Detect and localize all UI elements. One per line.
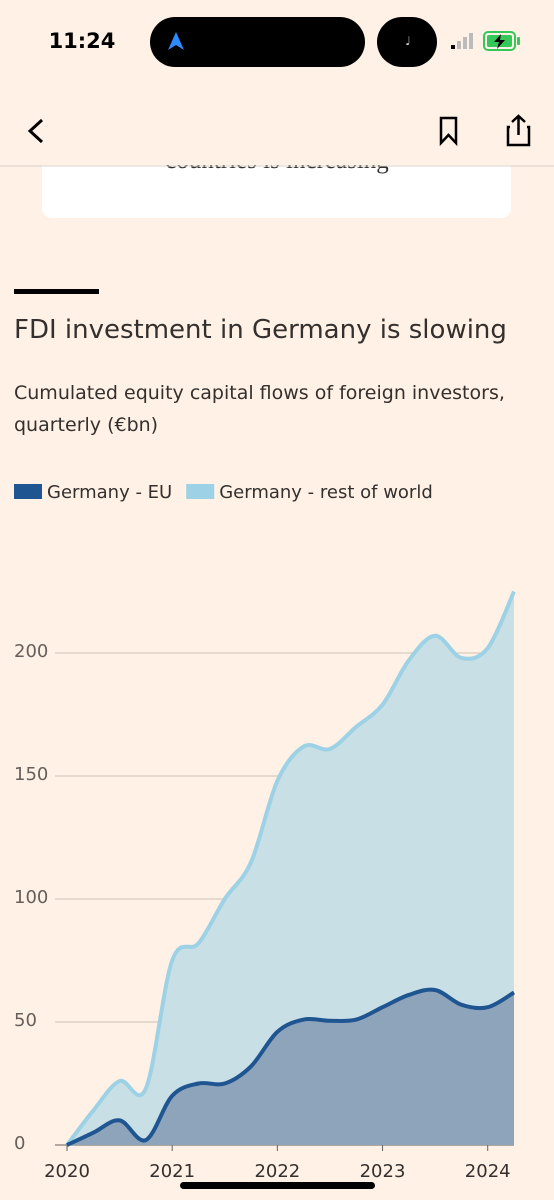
area [67, 989, 514, 1145]
y-tick-label: 150 [14, 764, 48, 785]
music-pill [377, 17, 437, 67]
battery [483, 31, 520, 51]
music-icon: ♩ [405, 34, 411, 48]
legend: Germany - EU Germany - rest of world [14, 482, 433, 503]
y-tick-label: 0 [14, 1133, 25, 1154]
x-tick-label: 2023 [360, 1161, 406, 1182]
y-tick-label: 50 [14, 1010, 37, 1031]
legend-swatch [186, 484, 215, 499]
dynamic-island [150, 17, 365, 67]
y-tick-label: 100 [14, 887, 48, 908]
bookmark-button[interactable] [439, 116, 458, 147]
legend-label: Germany - rest of world [219, 482, 433, 503]
back-button[interactable] [27, 118, 44, 144]
legend-swatch [14, 484, 42, 499]
share-button[interactable] [506, 114, 531, 147]
signal [451, 33, 473, 49]
x-tick-label: 2021 [149, 1161, 195, 1182]
line [65, 590, 516, 1147]
legend-label: Germany - EU [47, 482, 172, 503]
location-icon [168, 32, 184, 50]
x-tick-label: 2024 [465, 1161, 511, 1182]
plot: 0 50 100 150 200 2020 2021 2022 2023 2024 [14, 590, 516, 1182]
title-rule [14, 289, 99, 294]
home-indicator [180, 1182, 375, 1189]
line [66, 987, 516, 1147]
clock: 11:24 [49, 29, 116, 53]
chart-title: FDI investment in Germany is slowing [14, 315, 507, 345]
chart-subtitle: Cumulated equity capital flows of foreig… [14, 382, 505, 436]
x-tick-label: 2022 [254, 1161, 300, 1182]
x-tick-label: 2020 [44, 1161, 90, 1182]
y-tick-label: 200 [14, 641, 48, 662]
